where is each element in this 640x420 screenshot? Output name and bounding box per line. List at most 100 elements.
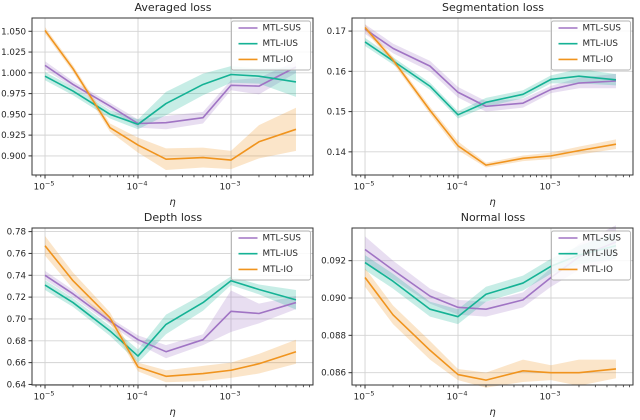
x-axis: 10−5 10−4 10−3 η [353,175,630,208]
series-line-mtl-sus [364,28,617,108]
legend-label: MTL-SUS [263,234,302,244]
x-axis-label: η [169,407,175,418]
series-line-mtl-io [364,276,617,381]
chart-segmentation-loss: 10−5 10−4 10−3η0.140.150.160.17 MTL-SUSMTL-… [327,17,634,208]
legend-label: MTL-IUS [263,39,299,49]
x-axis: 10−5 10−4 10−3 η [33,385,310,418]
x-tick-label: 10−3 [219,390,240,403]
panel-averaged-loss: 10−5 10−4 10−3 η 0.900 0.925 0.950 0.975 1.000 1.… [0,0,320,210]
y-tick-label: 0.64 [7,380,27,390]
confidence-band-mtl-ius [365,232,616,325]
y-tick-label: 0.15 [327,108,346,118]
x-axis: 10−5 10−4 10−3 η [353,385,630,418]
chart-normal-loss: 10−5 10−4 10−3 η 0.086 0.088 0.090 0.092 MTL-SUS… [321,225,634,418]
legend-label: MTL-IO [263,55,293,65]
x-axis-label: η [169,197,175,208]
y-axis: 0.086 0.088 0.090 0.092 [321,257,352,379]
x-tick-label: 10−4 [446,180,467,193]
confidence-band-mtl-ius [45,276,296,363]
x-axis-label: η [489,407,495,418]
confidence-band-mtl-sus [45,61,296,130]
series-line-mtl-ius [44,73,297,126]
x-tick-label: 10−4 [446,390,467,403]
legend-label: MTL-IO [583,55,613,65]
legend: MTL-SUS MTL-IUS MTL-IO [231,230,311,281]
legend-label: MTL-SUS [583,24,622,34]
y-tick-label: 0.76 [7,249,26,259]
legend-box [231,230,311,281]
y-tick-label: 1.000 [1,69,26,79]
confidence-band-mtl-sus [45,270,296,359]
confidence-band-mtl-io [45,235,296,383]
legend: MTL-SUS MTL-IUS MTL-IO [551,230,631,281]
confidence-band-mtl-io [45,27,296,171]
y-tick-label: 0.68 [7,337,26,347]
x-tick-label: 10−5 [33,390,54,403]
x-tick-label: 10−3 [219,180,240,193]
y-tick-label: 0.086 [321,369,346,379]
y-tick-label: 0.925 [1,131,26,141]
x-tick-label: 10−3 [539,180,560,193]
x-tick-label: 10−5 [353,390,374,403]
y-tick-label: 1.050 [1,27,26,37]
x-tick-label: 10−5 [353,180,374,193]
axes-spines [31,17,314,176]
x-tick-label: 10−4 [126,390,147,403]
axes-spines [31,227,314,386]
y-tick-label: 1.025 [1,48,26,58]
series-line-mtl-sus [44,274,297,353]
y-tick-label: 0.090 [321,294,346,304]
series-line-mtl-io [44,245,297,378]
legend-label: MTL-IUS [583,249,619,259]
y-tick-label: 0.72 [7,293,26,303]
chart-depth-loss: 10−5 10−4 10−3 η 0.64 0.66 0.68 0.70 0.72 0.74 0.7… [7,227,314,418]
chart-title-normal-loss: Normal loss [460,211,526,224]
y-tick-label: 0.900 [1,152,26,162]
y-tick-label: 0.16 [327,67,346,77]
y-tick-label: 0.66 [7,359,26,369]
legend-box [551,20,631,71]
legend-label: MTL-SUS [583,234,622,244]
y-tick-label: 0.975 [1,90,26,100]
y-tick-label: 0.70 [7,315,26,325]
y-axis: 0.14 0.15 0.16 0.17 [327,27,352,158]
y-tick-label: 0.092 [321,257,346,267]
panel-depth-loss: 10−5 10−4 10−3 η 0.64 0.66 0.68 0.70 0.72 0.74 0.7… [0,210,320,420]
legend: MTL-SUS MTL-IUS MTL-IO [231,20,311,71]
x-tick-label: 10−3 [539,390,560,403]
legend-label: MTL-IO [583,265,613,275]
series-line-mtl-io [44,29,297,161]
legend: MTL-SUS MTL-IUS MTL-IO [551,20,631,71]
panel-normal-loss: 10−5 10−4 10−3 η 0.086 0.088 0.090 0.092 MTL-SUS… [320,210,640,420]
y-tick-label: 0.17 [327,27,346,37]
axes-spines [351,17,634,176]
x-axis: 10−5 10−4 10−3 η [33,175,310,208]
legend-box [551,230,631,281]
legend-box [231,20,311,71]
y-axis: 0.900 0.925 0.950 0.975 1.000 1.025 1.050 [1,27,32,162]
y-tick-label: 0.74 [7,271,27,281]
legend-label: MTL-SUS [263,24,302,34]
series-line-mtl-io [364,26,617,166]
series-line-mtl-sus [44,64,297,125]
y-tick-label: 0.78 [7,228,26,238]
y-axis: 0.64 0.66 0.68 0.70 0.72 0.74 0.76 0.78 [7,228,32,390]
confidence-band-mtl-io [365,268,616,388]
y-tick-label: 0.088 [321,331,346,341]
panel-segmentation-loss: 10−5 10−4 10−3 η 0.14 0.15 0.16 0.17 MTL-SUS MTL-… [320,0,640,210]
chart-averaged-loss: 10−5 10−4 10−3 η 0.900 0.925 0.950 0.975 1.000 1.… [1,17,314,208]
axes-spines [351,227,634,386]
x-tick-label: 10−5 [33,180,54,193]
legend-label: MTL-IO [263,265,293,275]
legend-label: MTL-IUS [263,249,299,259]
chart-title-averaged-loss: Averaged loss [134,1,212,14]
x-axis-label: η [489,197,495,208]
chart-title-depth-loss: Depth loss [143,211,203,224]
x-tick-label: 10−4 [126,180,147,193]
y-tick-label: 0.950 [1,110,26,120]
y-tick-label: 0.14 [327,148,347,158]
chart-title-segmentation-loss: Segmentation loss [441,1,545,14]
legend-label: MTL-IUS [583,39,619,49]
series-line-mtl-ius [44,279,297,357]
